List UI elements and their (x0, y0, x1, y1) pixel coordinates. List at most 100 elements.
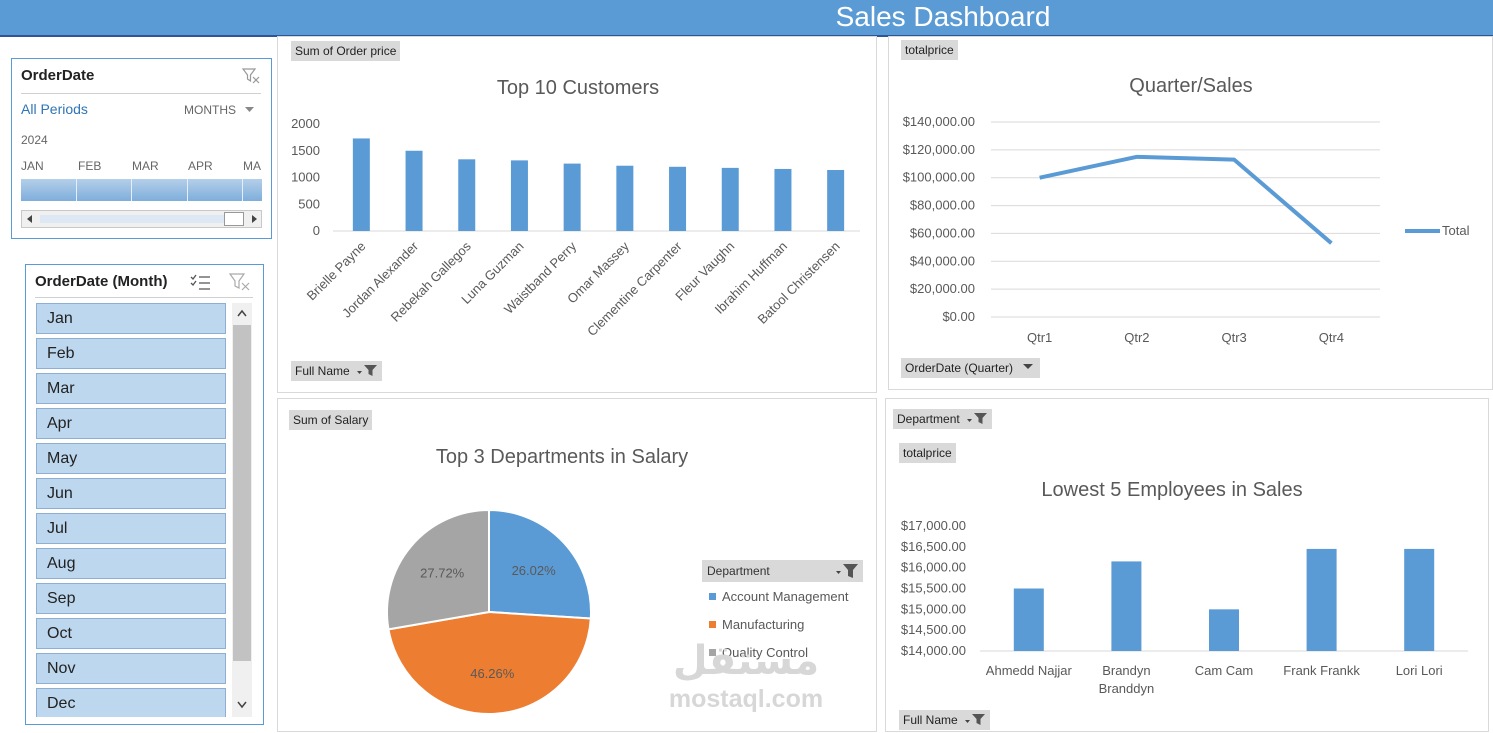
watermark-arabic: مستقل (672, 639, 820, 683)
filter-dropdown-icon (965, 714, 986, 725)
axis-field-button[interactable]: Full Name (291, 361, 383, 381)
scroll-up-icon[interactable] (237, 309, 247, 317)
bar[interactable] (669, 166, 687, 231)
bar[interactable] (1306, 548, 1337, 651)
bar[interactable] (1404, 548, 1435, 651)
slicer-item-apr[interactable]: Apr (36, 408, 226, 439)
filter-field-button[interactable]: Department (893, 409, 993, 429)
x-tick-label: Lori Lori (1396, 663, 1443, 678)
slicer-items: Jan Feb Mar Apr May Jun Jul Aug Sep Oct … (26, 303, 236, 717)
bar[interactable] (721, 167, 739, 231)
slicer-item-nov[interactable]: Nov (36, 653, 226, 684)
pie-slice[interactable] (387, 610, 592, 715)
timeline-title: OrderDate (21, 67, 95, 84)
clear-filter-icon[interactable] (242, 67, 260, 85)
axis-field-label: OrderDate (Quarter) (905, 361, 1014, 375)
slicer-item-jul[interactable]: Jul (36, 513, 226, 544)
y-tick-label: $17,000.00 (901, 518, 966, 533)
axis-field-label: Full Name (295, 364, 350, 378)
orderdate-timeline[interactable]: OrderDate All Periods MONTHS 2024 JAN FE… (11, 58, 272, 239)
scroll-down-icon[interactable] (237, 701, 247, 709)
axis-field-button[interactable]: OrderDate (Quarter) (901, 358, 1041, 378)
y-tick-label: $140,000.00 (903, 114, 975, 129)
bar[interactable] (458, 159, 476, 231)
value-field-button[interactable]: totalprice (901, 40, 958, 60)
legend-item: Quality Control (709, 645, 808, 660)
slicer-divider (35, 297, 253, 298)
slicer-title: OrderDate (Month) (35, 273, 168, 290)
legend-swatch (709, 649, 716, 656)
bar[interactable] (510, 160, 528, 231)
y-tick-label: $80,000.00 (910, 198, 975, 213)
scrollbar-thumb[interactable] (224, 212, 244, 226)
legend-field-label: Department (707, 564, 770, 578)
filter-dropdown-icon (967, 413, 988, 424)
y-tick-label: $20,000.00 (910, 281, 975, 296)
pie-slice[interactable] (488, 508, 592, 620)
slicer-item-sep[interactable]: Sep (36, 583, 226, 614)
legend-swatch (709, 593, 716, 600)
bar[interactable] (827, 170, 845, 231)
slicer-item-jun[interactable]: Jun (36, 478, 226, 509)
slicer-item-aug[interactable]: Aug (36, 548, 226, 579)
bar[interactable] (563, 163, 581, 231)
time-level-dropdown[interactable]: MONTHS (184, 103, 255, 117)
timeline-month[interactable]: FEB (78, 159, 102, 173)
slicer-item-feb[interactable]: Feb (36, 338, 226, 369)
chart-title: Quarter/Sales (1129, 75, 1253, 97)
value-field-button[interactable]: Sum of Salary (289, 410, 373, 430)
value-field-button[interactable]: totalprice (899, 443, 956, 463)
bar[interactable] (352, 138, 370, 231)
timeline-month[interactable]: MAR (132, 159, 159, 173)
scroll-right-icon[interactable] (249, 214, 259, 224)
timeline-month[interactable]: APR (188, 159, 213, 173)
quarter-sales-chart: $0.00 $20,000.00 $40,000.00 $60,000.00 $80,0… (903, 114, 1470, 345)
timeline-month[interactable]: MA (243, 159, 261, 173)
timeline-months: JAN FEB MAR APR MA (21, 159, 262, 173)
x-tick-label: Cam Cam (1195, 663, 1254, 678)
data-label: 27.72% (420, 566, 465, 581)
legend-label-total: Total (1442, 223, 1470, 238)
data-label: 26.02% (512, 563, 557, 578)
bar[interactable] (405, 150, 423, 231)
timeline-year: 2024 (21, 133, 48, 147)
legend-field-button[interactable]: Department (702, 560, 863, 582)
slicer-item-dec[interactable]: Dec (36, 688, 226, 717)
bar[interactable] (774, 168, 792, 231)
value-field-button[interactable]: Sum of Order price (291, 41, 401, 61)
filter-field-label: Department (897, 412, 960, 426)
y-tick-label: $14,500.00 (901, 622, 966, 637)
month-slicer: OrderDate (Month) Jan Feb Mar Apr May Ju… (25, 264, 264, 725)
slicer-item-oct[interactable]: Oct (36, 618, 226, 649)
scroll-left-icon[interactable] (25, 214, 35, 224)
bar[interactable] (1013, 588, 1044, 652)
pie-slice[interactable] (386, 508, 490, 631)
y-tick-label: $60,000.00 (910, 225, 975, 240)
salary-chart-panel: Sum of Salary Top 3 Departments in Salar… (277, 398, 877, 732)
employees-chart-panel: Department totalprice Lowest 5 Employees… (885, 398, 1489, 732)
y-tick-label: $15,000.00 (901, 601, 966, 616)
slicer-item-jan[interactable]: Jan (36, 303, 226, 334)
y-tick-label: $14,000.00 (901, 643, 966, 658)
clear-filter-icon[interactable] (229, 272, 251, 292)
slicer-scrollbar[interactable] (232, 303, 252, 717)
filter-dropdown-icon (357, 365, 378, 376)
customers-chart-panel: Sum of Order price Top 10 Customers 0 500… (277, 36, 877, 393)
y-tick-label: $100,000.00 (903, 170, 975, 185)
bar[interactable] (1111, 561, 1142, 651)
legend-swatch (709, 621, 716, 628)
legend-item: Account Management (709, 589, 848, 604)
bar[interactable] (1209, 609, 1239, 651)
series-line-total[interactable] (1039, 154, 1333, 245)
timeline-scrollbar[interactable] (21, 210, 262, 228)
timeline-selection-bar[interactable] (21, 179, 262, 201)
timeline-month[interactable]: JAN (21, 159, 44, 173)
bar[interactable] (616, 165, 634, 231)
slicer-item-may[interactable]: May (36, 443, 226, 474)
multi-select-icon[interactable] (190, 273, 212, 291)
scrollbar-thumb[interactable] (233, 325, 251, 661)
slicer-item-mar[interactable]: Mar (36, 373, 226, 404)
x-tick-label: Frank Frankk (1283, 663, 1360, 678)
axis-field-button[interactable]: Full Name (899, 710, 991, 730)
